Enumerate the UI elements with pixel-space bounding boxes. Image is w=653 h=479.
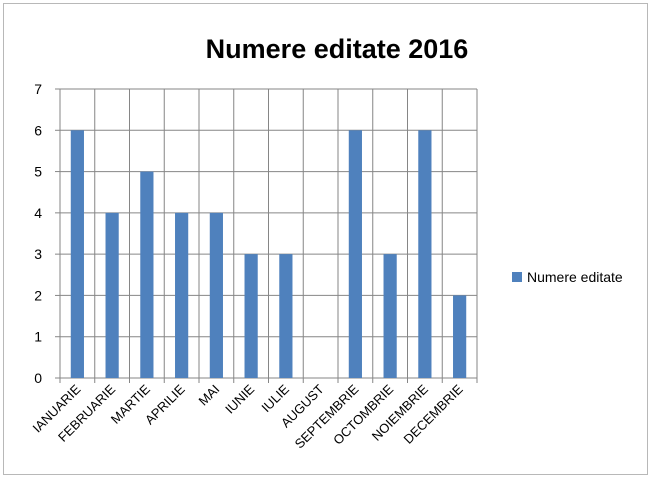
y-tick-label: 0 [34,370,42,386]
x-category-label: IUNIE [222,381,257,416]
bar [70,130,84,378]
bar [209,212,223,378]
x-category-label: MAI [196,382,223,409]
y-tick-label: 3 [34,246,42,262]
chart-title: Numere editate 2016 [206,34,469,64]
bar [244,254,258,378]
legend-swatch [512,272,522,282]
bar-series [70,130,467,378]
bar [348,130,362,378]
y-tick-label: 5 [34,164,42,180]
y-tick-label: 2 [34,287,42,303]
bar [383,254,397,378]
plot-grid [59,88,478,379]
bar [418,130,432,378]
bar [453,295,467,378]
plot-axes [55,88,478,383]
legend: Numere editate [512,269,623,285]
y-tick-label: 6 [34,122,42,138]
bar [140,171,154,378]
y-tick-label: 4 [34,205,42,221]
legend-label: Numere editate [527,269,623,285]
y-tick-label: 1 [34,329,42,345]
y-tick-label: 7 [34,81,42,97]
bar [175,212,189,378]
bar [105,212,119,378]
y-axis-ticks: 0 1 2 3 4 5 6 7 [34,81,42,386]
bar [279,254,293,378]
